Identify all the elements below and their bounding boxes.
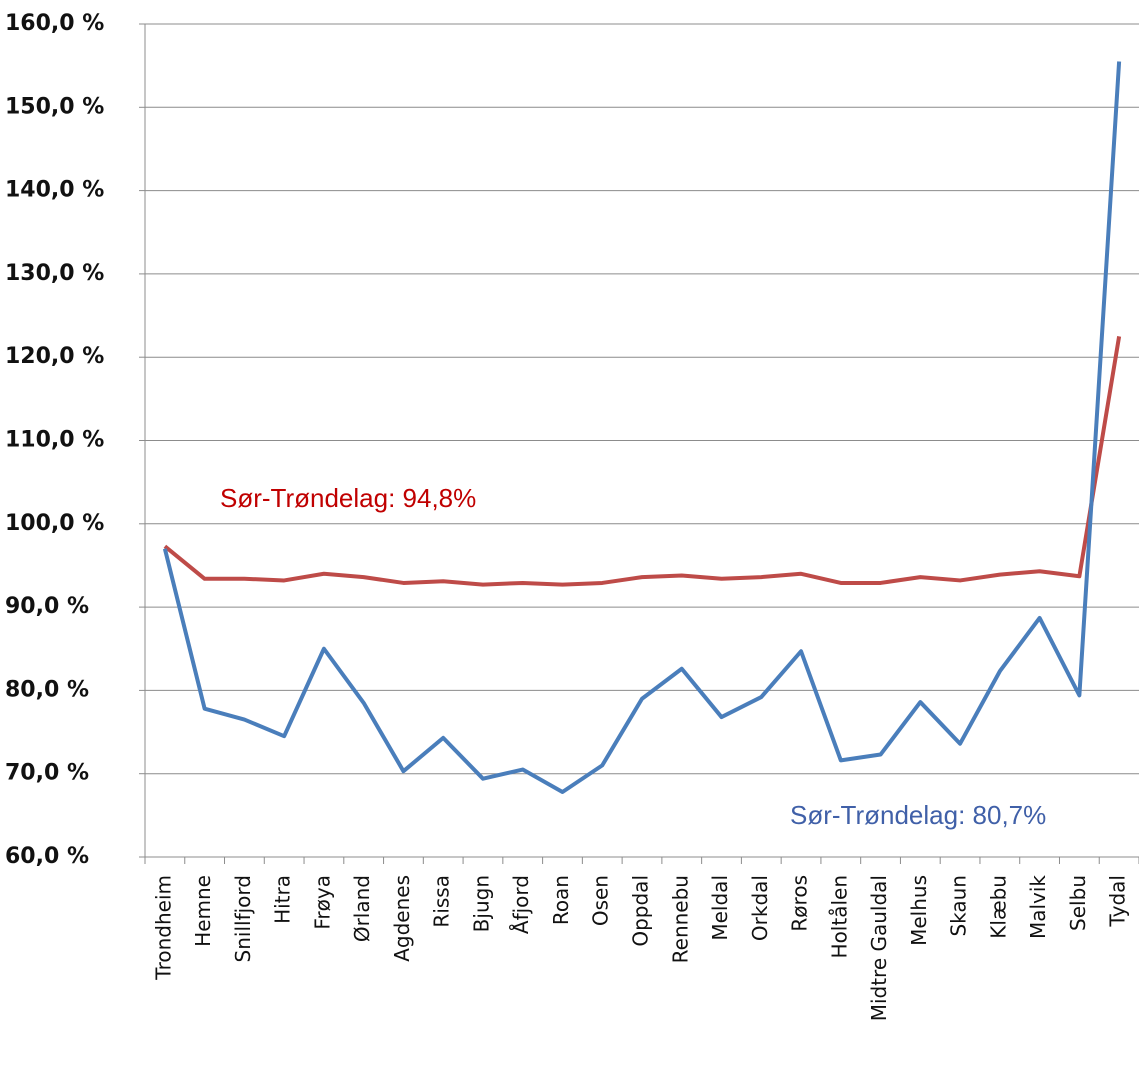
series-line [162,61,1122,795]
y-tick-label: 160,0 % [5,11,104,36]
y-tick-label: 100,0 % [5,511,104,536]
series-line [163,336,1122,587]
y-tick-label: 60,0 % [5,844,89,869]
x-tick-label: Rissa [430,875,454,928]
x-tick-label: Snillfjord [231,875,255,962]
y-tick-label: 90,0 % [5,594,89,619]
x-tick-label: Trondheim [151,875,175,981]
x-tick-label: Hemne [191,875,215,947]
x-tick-label: Frøya [310,875,334,930]
x-tick-label: Røros [788,875,812,932]
x-tick-label: Osen [589,875,613,926]
x-tick-label: Roan [549,875,573,925]
x-tick-label: Malvik [1026,875,1050,939]
x-tick-label: Klæbu [986,875,1010,939]
x-tick-label: Bjugn [469,875,493,932]
y-tick-label: 140,0 % [5,178,104,203]
x-tick-label: Orkdal [748,875,772,941]
x-tick-label: Åfjord [509,875,533,934]
x-tick-label: Skaun [947,875,971,937]
annotation: Sør-Trøndelag: 94,8% [220,483,476,513]
y-tick-label: 130,0 % [5,261,104,286]
x-tick-label: Ørland [350,875,374,942]
x-tick-label: Hitra [271,875,295,924]
x-tick-label: Midtre Gauldal [867,875,891,1021]
y-tick-label: 120,0 % [5,344,104,369]
x-tick-label: Melhus [907,875,931,946]
y-tick-label: 80,0 % [5,677,89,702]
x-tick-label: Selbu [1066,875,1090,931]
x-tick-label: Holtålen [827,875,851,958]
y-tick-label: 110,0 % [5,428,104,453]
x-tick-label: Rennebu [668,875,692,963]
x-tick-label: Agdenes [390,875,414,962]
x-tick-label: Meldal [708,875,732,941]
x-tick-label: Tydal [1106,875,1130,927]
annotation: Sør-Trøndelag: 80,7% [790,800,1046,830]
y-tick-label: 70,0 % [5,761,89,786]
y-tick-label: 150,0 % [5,94,104,119]
x-tick-label: Oppdal [629,875,653,947]
